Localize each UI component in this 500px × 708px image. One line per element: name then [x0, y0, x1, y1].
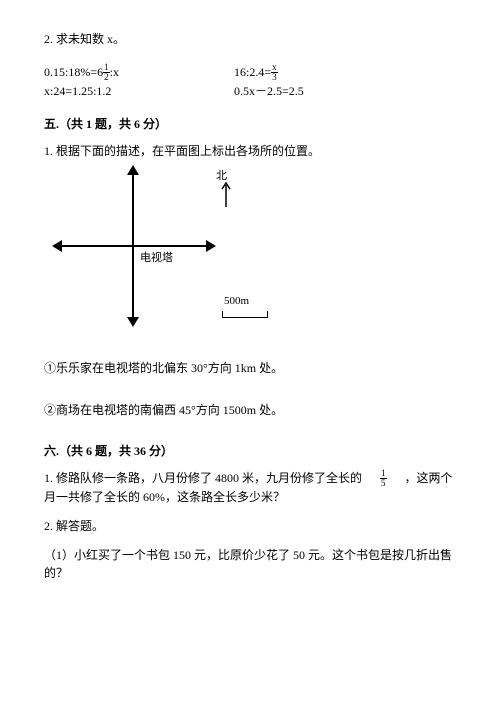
diagram: 北 电视塔 500m	[54, 167, 314, 335]
denominator: 2	[103, 73, 110, 82]
scale-label: 500m	[224, 295, 249, 307]
denominator: 3	[271, 73, 278, 82]
fraction: 15	[380, 469, 387, 488]
scale-bar-icon	[222, 311, 268, 318]
equations-grid: 0.15:18%=612:x 16:2.4=x3 x:24=1.25:1.2 0…	[44, 63, 456, 101]
eq-2-1: x:24=1.25:1.2	[44, 82, 234, 101]
eq-row-2: x:24=1.25:1.2 0.5x－2.5=2.5	[44, 82, 456, 101]
sec5-q1: 1. 根据下面的描述，在平面图上标出各场所的位置。	[44, 142, 456, 161]
sec6-q2: 2. 解答题。	[44, 517, 456, 536]
sec6-q1-line1: 1. 修路队修一条路，八月份修了 4800 米，九月份修了全长的 15 ，这两个	[44, 469, 456, 489]
section-6-title: 六.（共 6 题，共 36 分）	[44, 442, 456, 459]
sec6-q1b: ，这两个	[405, 471, 453, 485]
axis-horizontal	[60, 245, 210, 247]
sec6-q1-line2: 月一共修了全长的 60%，这条路全长多少米？	[44, 488, 456, 507]
eq-1-2-a: 16:2.4=	[234, 65, 271, 79]
section-5-title: 五.（共 1 题，共 6 分）	[44, 115, 456, 132]
north-arrow-icon	[221, 181, 231, 207]
denominator: 5	[380, 479, 387, 488]
eq-1-1-a: 0.15:18%=6	[44, 65, 103, 79]
arrowhead-left-icon	[52, 240, 62, 252]
arrowhead-down-icon	[127, 317, 139, 327]
sec5-item1: ①乐乐家在电视塔的北偏东 30°方向 1km 处。	[44, 359, 456, 378]
eq-1-1-b: :x	[110, 65, 119, 79]
eq-1-1: 0.15:18%=612:x	[44, 63, 234, 83]
sec5-item2: ②商场在电视塔的南偏西 45°方向 1500m 处。	[44, 401, 456, 420]
fraction: 12	[103, 63, 110, 82]
fraction: x3	[271, 63, 278, 82]
eq-2-2: 0.5x－2.5=2.5	[234, 82, 304, 101]
eq-1-2: 16:2.4=x3	[234, 63, 278, 83]
q2-title: 2. 求未知数 x。	[44, 30, 456, 49]
arrowhead-right-icon	[206, 240, 216, 252]
arrowhead-up-icon	[127, 165, 139, 175]
eq-row-1: 0.15:18%=612:x 16:2.4=x3	[44, 63, 456, 83]
sec6-q2-1: （1）小红买了一个书包 150 元，比原价少花了 50 元。这个书包是按几折出售…	[44, 546, 456, 583]
sec6-q1a: 1. 修路队修一条路，八月份修了 4800 米，九月份修了全长的	[44, 471, 362, 485]
tv-tower-label: 电视塔	[140, 249, 173, 265]
